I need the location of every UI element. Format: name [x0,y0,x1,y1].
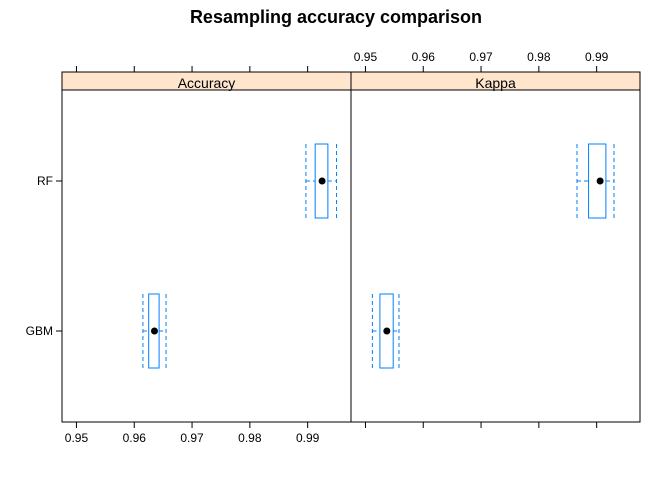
box-kappa-rf [576,143,615,219]
tick-label-bottom: 0.96 [123,431,147,445]
median-dot-kappa-gbm [383,327,391,335]
tick-label-bottom: 0.98 [238,431,262,445]
tick-label-top: 0.98 [527,50,551,64]
tick-label-top: 0.95 [354,50,378,64]
strip-label-accuracy: Accuracy [178,75,236,91]
median-dot-accuracy-gbm [150,327,158,335]
tick-label-bottom: 0.97 [180,431,204,445]
plot-area: Accuracy Kappa 0.95 0.96 0.97 0.98 0.99 0.95 0.9… [26,50,641,445]
iqr-box-accuracy-rf [314,143,329,219]
iqr-box-kappa-rf [588,143,607,219]
median-dot-kappa-rf [596,177,604,185]
panel-kappa [350,89,641,423]
box-kappa-gbm [371,293,400,369]
tick-label-top: 0.96 [412,50,436,64]
category-label-rf: RF [37,174,53,188]
panel-accuracy [61,89,352,423]
box-accuracy-rf [305,143,338,219]
iqr-box-kappa-gbm [379,293,394,369]
median-dot-accuracy-rf [318,177,326,185]
strip-label-kappa: Kappa [475,75,516,91]
category-label-gbm: GBM [26,324,53,338]
tick-label-bottom: 0.95 [65,431,89,445]
box-accuracy-gbm [142,293,167,369]
tick-label-bottom: 0.99 [296,431,320,445]
tick-label-top: 0.99 [585,50,609,64]
iqr-box-accuracy-gbm [148,293,160,369]
tick-label-top: 0.97 [469,50,493,64]
chart-title: Resampling accuracy comparison [190,7,482,27]
